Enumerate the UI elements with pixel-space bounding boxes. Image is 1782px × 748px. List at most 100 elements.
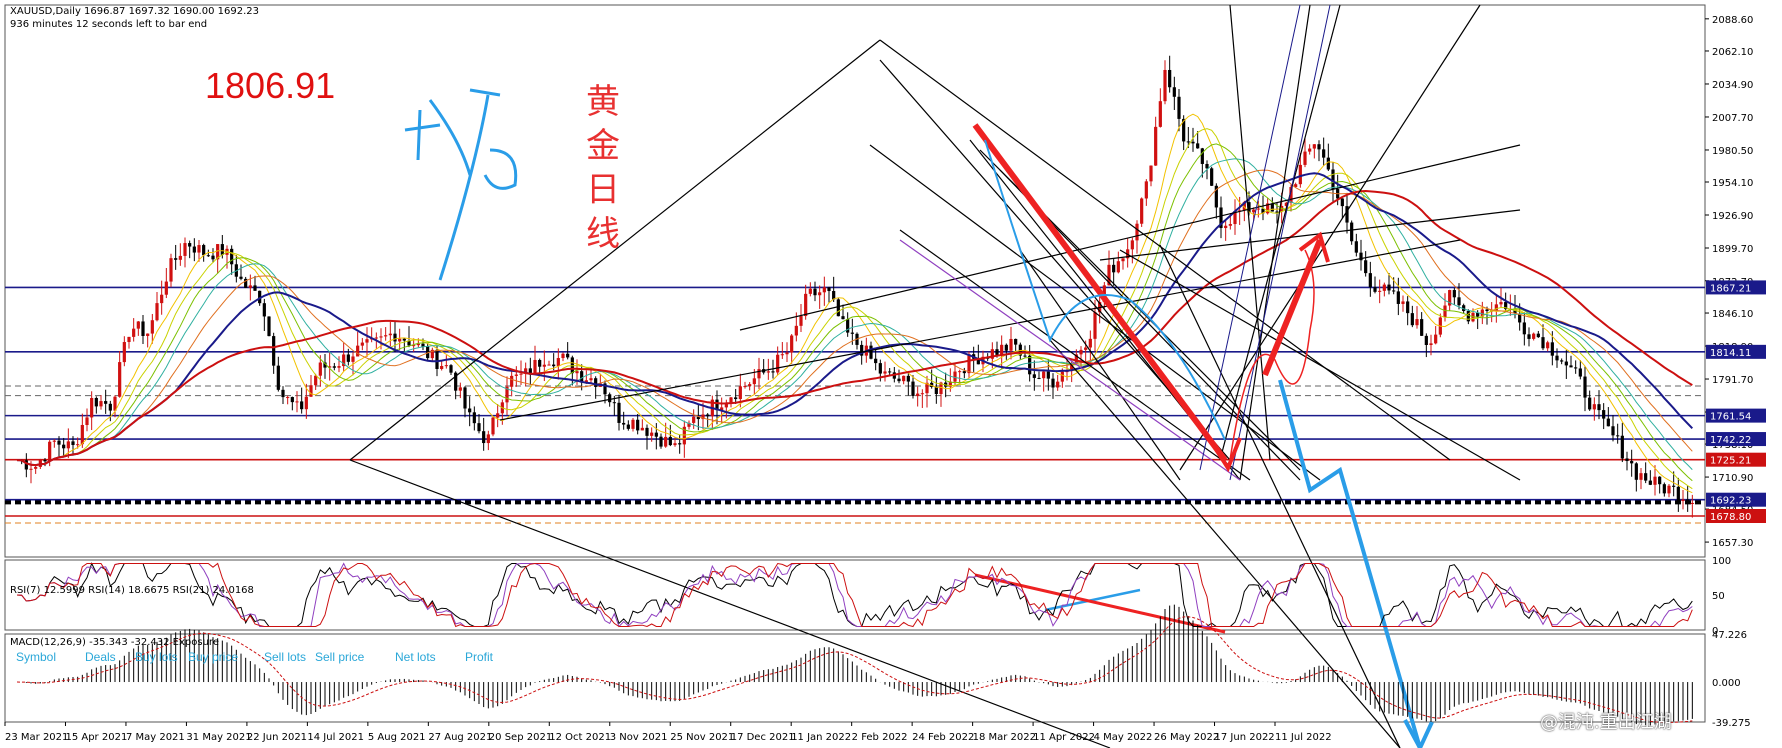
candle-body (538, 359, 542, 367)
candle-body (1429, 343, 1433, 346)
candle-body (197, 245, 201, 253)
x-tick-label: 3 Nov 2021 (610, 732, 668, 743)
candle-body (146, 333, 150, 336)
trend-line (1239, 4, 1311, 481)
candle-body (916, 393, 920, 396)
candle-body (1308, 148, 1312, 152)
price-level-label: 1692.23 (1710, 496, 1751, 507)
candle-body (108, 403, 112, 411)
candle-body (1284, 202, 1288, 206)
candle-body (967, 354, 971, 374)
candle-body (650, 432, 654, 436)
candle-body (113, 396, 117, 411)
candle-body (136, 321, 140, 329)
candle-body (1107, 264, 1111, 286)
x-tick-label: 15 Apr 2021 (65, 732, 127, 743)
candle-body (561, 353, 565, 359)
y-tick-label: 1899.70 (1712, 244, 1753, 255)
candle-body (664, 436, 668, 447)
watermark: @混沌.重出江湖 (1540, 712, 1672, 733)
x-tick-label: 4 May 2022 (1094, 732, 1153, 743)
candle-body (342, 354, 346, 367)
candle-body (346, 354, 350, 362)
candle-body (454, 372, 458, 391)
candle-body (85, 417, 89, 425)
candle-body (435, 349, 439, 369)
candle-body (734, 397, 738, 400)
candle-body (1322, 149, 1326, 158)
macd-tick-label: -39.275 (1712, 718, 1751, 729)
candle-body (384, 335, 388, 337)
candle-body (202, 245, 206, 256)
candle-body (57, 440, 61, 445)
trend-line (1049, 339, 1401, 748)
candle-body (827, 287, 831, 292)
candle-body (514, 374, 518, 376)
price-annotation: 1806.91 (205, 65, 336, 106)
exposure-col-sell-lots: Sell lots (264, 650, 307, 664)
candle-body (1564, 361, 1568, 366)
x-tick-label: 20 Sep 2021 (489, 732, 552, 743)
candle-body (216, 244, 220, 260)
candle-body (1541, 337, 1545, 349)
candle-body (150, 320, 154, 334)
candle-body (1378, 290, 1382, 292)
candle-body (687, 422, 691, 427)
candle-body (533, 359, 537, 375)
candle-body (267, 316, 271, 337)
candle-body (1070, 363, 1074, 372)
candle-body (1639, 473, 1643, 480)
candle-body (1004, 344, 1008, 351)
candle-body (1457, 297, 1461, 306)
candle-body (468, 408, 472, 413)
candle-body (1480, 309, 1484, 317)
candle-body (1303, 151, 1307, 165)
candle-body (1354, 241, 1358, 253)
candle-body (132, 328, 136, 337)
candle-body (482, 431, 486, 444)
candle-body (1620, 435, 1624, 459)
candle-body (491, 417, 495, 435)
candle-body (818, 292, 822, 296)
y-tick-label: 1846.10 (1712, 309, 1753, 320)
candle-body (1555, 355, 1559, 361)
exposure-col-sell-price: Sell price (315, 650, 365, 664)
candle-body (948, 381, 952, 387)
candle-body (1443, 305, 1447, 318)
blue-handwriting (404, 88, 518, 281)
candle-body (1597, 404, 1601, 411)
candle-body (1074, 354, 1078, 364)
trend-line (1159, 244, 1401, 748)
trend-line-blue (1199, 4, 1301, 471)
candle-body (1037, 377, 1041, 379)
candle-body (1424, 335, 1428, 346)
candle-body (90, 397, 94, 418)
blue-hand-curve (984, 139, 1226, 441)
candle-body (1387, 284, 1391, 291)
rsi-line (16, 562, 1693, 628)
candle-body (1452, 290, 1456, 298)
trend-line (1229, 4, 1271, 461)
candle-body (794, 325, 798, 336)
candle-body (1186, 141, 1190, 143)
candle-body (496, 413, 500, 418)
y-tick-label: 2088.60 (1712, 15, 1753, 26)
chart-header-line2: 936 minutes 12 seconds left to bar end (10, 19, 208, 30)
macd-signal-line (16, 616, 1693, 724)
candle-body (1023, 355, 1027, 357)
candle-body (1028, 355, 1032, 375)
candle-body (206, 255, 210, 257)
candle-body (1340, 198, 1344, 207)
candle-body (1191, 141, 1195, 144)
exposure-col-net-lots: Net lots (395, 650, 436, 664)
macd-tick-label: 0.000 (1712, 678, 1741, 689)
candle-body (1560, 360, 1564, 362)
candle-body (295, 401, 299, 403)
candle-body (458, 387, 462, 391)
trend-line (1019, 249, 1181, 481)
trend-line (1119, 249, 1521, 481)
candle-body (1527, 334, 1531, 339)
candle-body (1224, 225, 1228, 229)
exposure-col-buy-price: Buy price (188, 650, 239, 664)
x-tick-label: 17 Dec 2021 (731, 732, 795, 743)
